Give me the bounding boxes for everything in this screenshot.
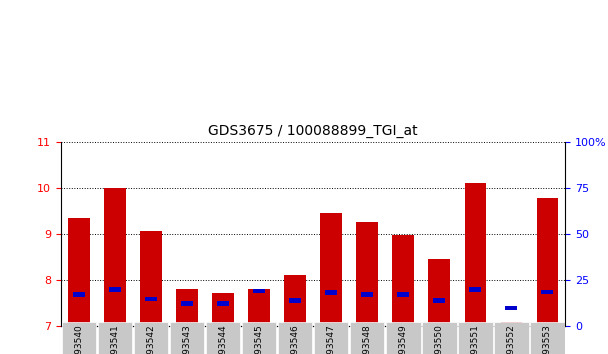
Bar	[361, 292, 373, 297]
Bar	[469, 287, 482, 292]
Bar	[104, 188, 126, 326]
Bar	[176, 289, 198, 326]
Bar	[392, 235, 414, 326]
FancyBboxPatch shape	[206, 322, 240, 354]
FancyBboxPatch shape	[314, 322, 348, 354]
Text: GSM493544: GSM493544	[218, 324, 227, 354]
Bar	[320, 213, 342, 326]
Bar	[212, 293, 234, 326]
Bar	[434, 298, 445, 303]
Title: GDS3675 / 100088899_TGI_at: GDS3675 / 100088899_TGI_at	[209, 124, 418, 138]
FancyBboxPatch shape	[278, 322, 313, 354]
FancyBboxPatch shape	[134, 322, 168, 354]
Bar	[253, 289, 265, 293]
Text: GSM493543: GSM493543	[182, 324, 192, 354]
Bar	[248, 289, 270, 326]
Text: GSM493551: GSM493551	[471, 324, 480, 354]
Bar	[429, 259, 450, 326]
Bar	[465, 183, 486, 326]
Text: GSM493553: GSM493553	[543, 324, 552, 354]
FancyBboxPatch shape	[386, 322, 421, 354]
FancyBboxPatch shape	[494, 322, 529, 354]
Bar	[68, 217, 89, 326]
Bar	[73, 292, 85, 297]
Bar	[109, 287, 121, 292]
Bar	[285, 275, 306, 326]
FancyBboxPatch shape	[242, 322, 277, 354]
Text: GSM493540: GSM493540	[74, 324, 83, 354]
FancyBboxPatch shape	[170, 322, 204, 354]
Bar	[145, 297, 157, 301]
Bar	[325, 290, 337, 295]
Text: GSM493546: GSM493546	[291, 324, 300, 354]
Bar	[542, 290, 553, 295]
Bar	[140, 232, 162, 326]
Text: GSM493550: GSM493550	[435, 324, 444, 354]
FancyBboxPatch shape	[350, 322, 384, 354]
FancyBboxPatch shape	[97, 322, 132, 354]
Text: GSM493548: GSM493548	[363, 324, 371, 354]
Bar	[356, 222, 378, 326]
Text: GSM493542: GSM493542	[147, 324, 156, 354]
Bar	[181, 301, 193, 306]
Bar	[397, 292, 409, 297]
Bar	[500, 322, 522, 326]
Text: GSM493547: GSM493547	[326, 324, 336, 354]
Text: GSM493549: GSM493549	[399, 324, 408, 354]
Text: GSM493545: GSM493545	[255, 324, 263, 354]
Bar	[217, 301, 229, 306]
FancyBboxPatch shape	[422, 322, 457, 354]
Bar	[537, 198, 558, 326]
FancyBboxPatch shape	[61, 322, 96, 354]
Bar	[505, 306, 517, 310]
Text: GSM493552: GSM493552	[507, 324, 516, 354]
FancyBboxPatch shape	[458, 322, 492, 354]
Text: GSM493541: GSM493541	[111, 324, 119, 354]
Bar	[289, 298, 301, 303]
FancyBboxPatch shape	[530, 322, 565, 354]
